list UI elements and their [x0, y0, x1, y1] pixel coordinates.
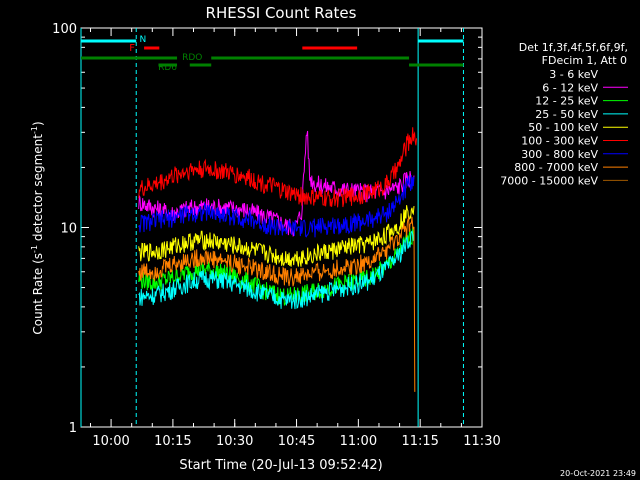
x-tick-label: 11:00: [340, 434, 377, 449]
series-line-4: [138, 205, 415, 267]
legend-header-2: FDecim 1, Att 0: [542, 54, 627, 67]
annotation-bars: F RD6 RDO: [81, 43, 464, 73]
x-tick-label: 10:15: [154, 434, 191, 449]
series-line-3: [138, 230, 415, 310]
chart-title: RHESSI Count Rates: [206, 4, 357, 22]
legend-entry-label: 50 - 100 keV: [528, 121, 598, 134]
x-axis-label: Start Time (20-Jul-13 09:52:42): [179, 458, 382, 473]
y-tick-label: 1: [69, 421, 77, 436]
legend-entry-label: 6 - 12 keV: [542, 81, 598, 94]
series-line-5: [138, 127, 417, 208]
flare-label: F: [129, 43, 135, 54]
x-tick-label: 11:30: [463, 434, 500, 449]
legend-header: Det 1f,3f,4f,5f,6f,9f,: [519, 41, 628, 54]
legend-entry-label: 7000 - 15000 keV: [500, 174, 598, 187]
series-lines: [138, 127, 417, 392]
legend-entry-label: 25 - 50 keV: [535, 108, 598, 121]
series-line-7: [138, 216, 416, 392]
y-axis-label: Count Rate (s-1 detector segment-1): [30, 121, 45, 334]
x-tick-label: 10:45: [278, 434, 315, 449]
y-tick-label: 10: [60, 222, 77, 237]
series-line-6: [138, 175, 415, 238]
legend-entry-label: 800 - 7000 keV: [514, 161, 598, 174]
axis-ticks: 10:00 10:15 10:30 10:45 11:00 11:15 11:30 1 10 10…: [52, 22, 501, 449]
legend-entry-label: 12 - 25 keV: [535, 95, 598, 108]
legend-entry-label: 300 - 800 keV: [521, 148, 598, 161]
footer-timestamp: 20-Oct-2021 23:49: [560, 469, 636, 478]
x-tick-label: 10:30: [216, 434, 253, 449]
rdo-label: RDO: [182, 53, 202, 63]
night-markers: N: [80, 28, 464, 427]
legend-entry-label: 3 - 6 keV: [549, 68, 598, 81]
x-tick-label: 10:00: [92, 434, 129, 449]
legend-entry-label: 100 - 300 keV: [521, 135, 598, 148]
rd6-label: RD6: [158, 63, 177, 73]
x-tick-label: 11:15: [401, 434, 438, 449]
y-tick-label: 100: [52, 22, 77, 37]
legend: Det 1f,3f,4f,5f,6f,9f,FDecim 1, Att 03 -…: [500, 41, 628, 187]
night-label: N: [140, 35, 147, 45]
